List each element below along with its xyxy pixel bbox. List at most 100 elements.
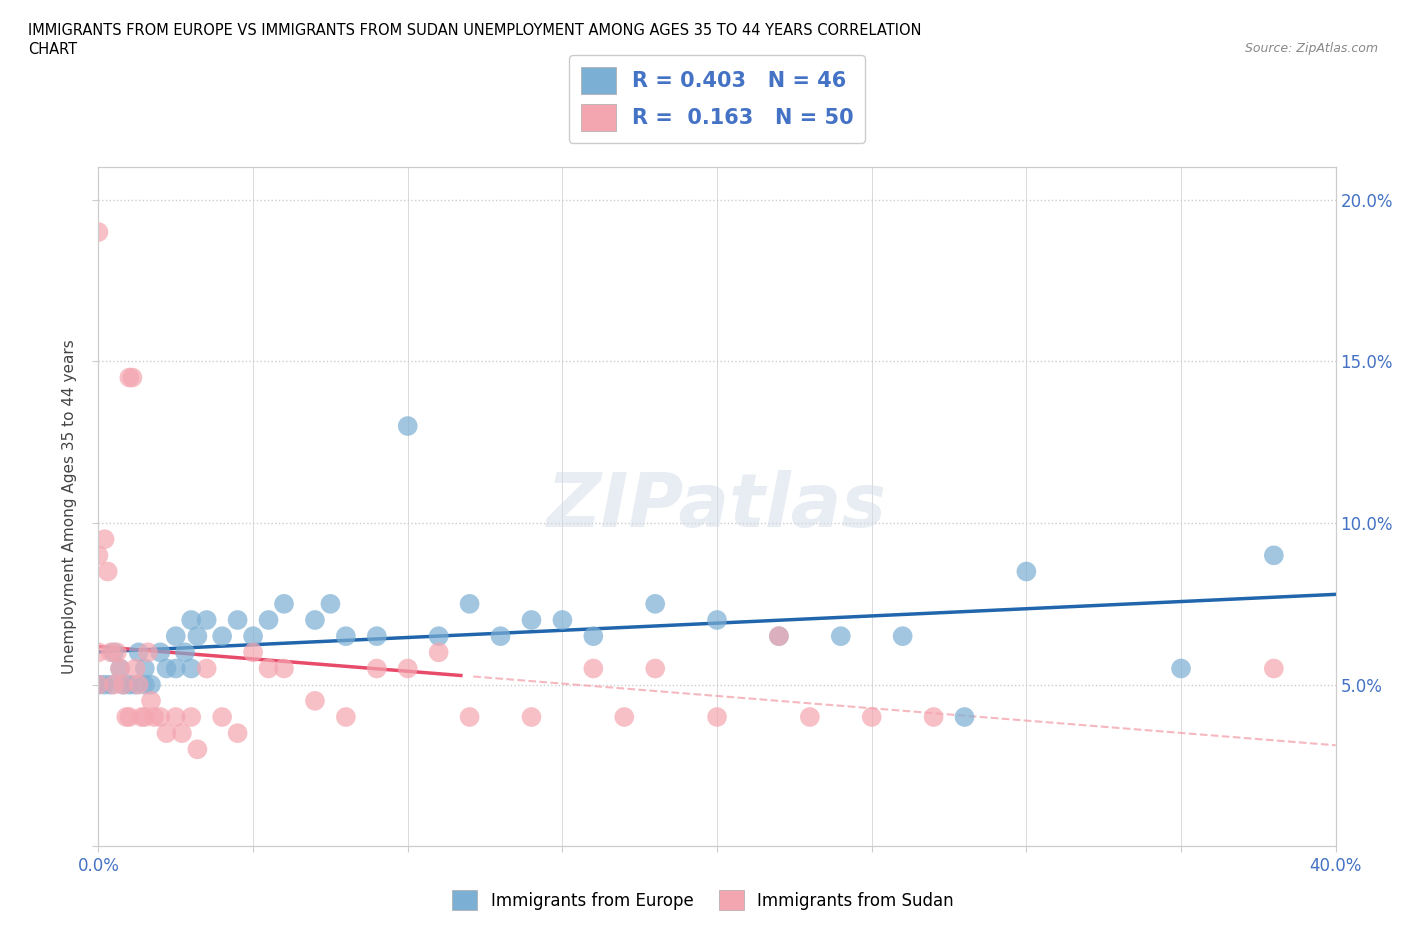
Point	[366, 661, 388, 676]
Point	[830, 629, 852, 644]
Point	[273, 596, 295, 611]
Point	[108, 661, 131, 676]
Point	[103, 644, 125, 659]
Point	[768, 629, 790, 644]
Point	[165, 629, 187, 644]
Point	[799, 710, 821, 724]
Point	[87, 225, 110, 240]
Point	[706, 710, 728, 724]
Point	[520, 710, 543, 724]
Point	[226, 725, 249, 740]
Point	[195, 613, 218, 628]
Point	[131, 710, 153, 724]
Point	[108, 661, 131, 676]
Point	[226, 613, 249, 628]
Point	[139, 677, 162, 692]
Point	[860, 710, 883, 724]
Legend: Immigrants from Europe, Immigrants from Sudan: Immigrants from Europe, Immigrants from …	[446, 884, 960, 917]
Point	[87, 644, 110, 659]
Point	[118, 370, 141, 385]
Point	[115, 710, 138, 724]
Point	[458, 596, 481, 611]
Point	[582, 629, 605, 644]
Point	[304, 613, 326, 628]
Point	[165, 710, 187, 724]
Point	[93, 677, 115, 692]
Point	[87, 677, 110, 692]
Point	[427, 644, 450, 659]
Point	[211, 629, 233, 644]
Point	[149, 644, 172, 659]
Point	[273, 661, 295, 676]
Point	[180, 710, 202, 724]
Point	[613, 710, 636, 724]
Point	[186, 629, 208, 644]
Point	[396, 418, 419, 433]
Point	[520, 613, 543, 628]
Point	[128, 677, 150, 692]
Point	[1263, 548, 1285, 563]
Point	[134, 661, 156, 676]
Text: IMMIGRANTS FROM EUROPE VS IMMIGRANTS FROM SUDAN UNEMPLOYMENT AMONG AGES 35 TO 44: IMMIGRANTS FROM EUROPE VS IMMIGRANTS FRO…	[28, 23, 921, 38]
Point	[87, 548, 110, 563]
Point	[706, 613, 728, 628]
Point	[891, 629, 914, 644]
Point	[186, 742, 208, 757]
Point	[644, 596, 666, 611]
Point	[112, 677, 135, 692]
Point	[139, 694, 162, 709]
Point	[124, 677, 146, 692]
Point	[458, 710, 481, 724]
Point	[335, 629, 357, 644]
Point	[118, 710, 141, 724]
Point	[1263, 661, 1285, 676]
Point	[644, 661, 666, 676]
Point	[195, 661, 218, 676]
Point	[768, 629, 790, 644]
Point	[105, 644, 128, 659]
Point	[953, 710, 976, 724]
Point	[143, 710, 166, 724]
Point	[211, 710, 233, 724]
Point	[93, 532, 115, 547]
Point	[97, 565, 120, 579]
Point	[170, 725, 193, 740]
Point	[319, 596, 342, 611]
Point	[335, 710, 357, 724]
Point	[87, 677, 110, 692]
Point	[103, 677, 125, 692]
Text: ZIPatlas: ZIPatlas	[547, 471, 887, 543]
Point	[124, 661, 146, 676]
Point	[165, 661, 187, 676]
Text: Source: ZipAtlas.com: Source: ZipAtlas.com	[1244, 42, 1378, 55]
Y-axis label: Unemployment Among Ages 35 to 44 years: Unemployment Among Ages 35 to 44 years	[62, 339, 77, 674]
Point	[121, 370, 143, 385]
Point	[174, 644, 197, 659]
Point	[1170, 661, 1192, 676]
Text: CHART: CHART	[28, 42, 77, 57]
Point	[396, 661, 419, 676]
Point	[118, 677, 141, 692]
Point	[922, 710, 945, 724]
Point	[134, 710, 156, 724]
Point	[242, 644, 264, 659]
Point	[155, 661, 177, 676]
Point	[551, 613, 574, 628]
Point	[155, 725, 177, 740]
Point	[304, 694, 326, 709]
Point	[128, 644, 150, 659]
Point	[134, 677, 156, 692]
Point	[100, 677, 122, 692]
Point	[112, 677, 135, 692]
Point	[149, 710, 172, 724]
Point	[180, 661, 202, 676]
Point	[489, 629, 512, 644]
Point	[1015, 565, 1038, 579]
Point	[427, 629, 450, 644]
Point	[257, 613, 280, 628]
Legend: R = 0.403   N = 46, R =  0.163   N = 50: R = 0.403 N = 46, R = 0.163 N = 50	[569, 55, 865, 143]
Point	[582, 661, 605, 676]
Point	[136, 644, 159, 659]
Point	[257, 661, 280, 676]
Point	[100, 644, 122, 659]
